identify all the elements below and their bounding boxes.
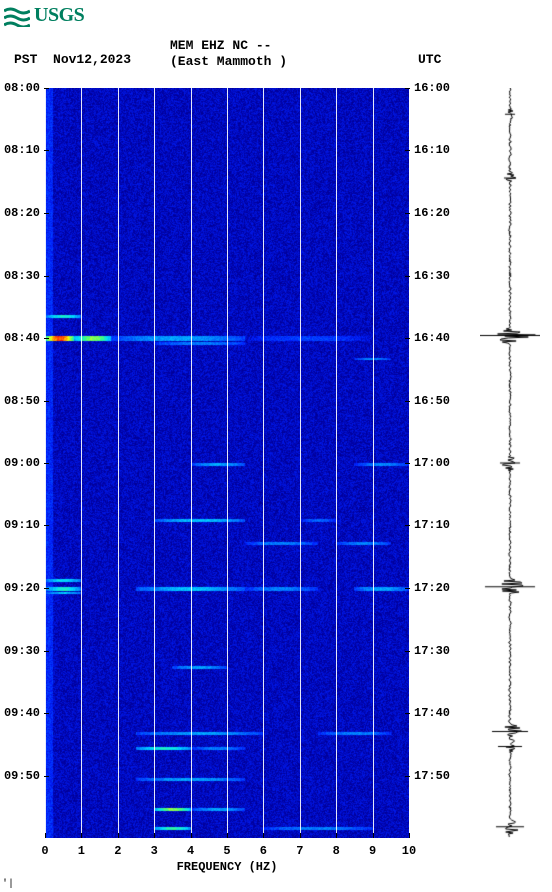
x-tick: 4 xyxy=(187,844,194,858)
y-left-tick: 09:50 xyxy=(4,769,40,783)
y-right-tick: 17:40 xyxy=(414,706,450,720)
y-right-tick: 17:10 xyxy=(414,518,450,532)
usgs-logo-text: USGS xyxy=(34,4,84,27)
spectrogram-plot xyxy=(45,88,409,838)
y-left-tick: 09:30 xyxy=(4,644,40,658)
corner-mark: '| xyxy=(2,879,14,890)
y-left-tick: 09:10 xyxy=(4,518,40,532)
y-left-tick: 08:30 xyxy=(4,269,40,283)
y-right-tick: 17:20 xyxy=(414,581,450,595)
usgs-wave-icon xyxy=(4,5,30,27)
y-right-tick: 17:30 xyxy=(414,644,450,658)
station-line-1: MEM EHZ NC -- xyxy=(170,38,287,54)
y-left-tick: 08:10 xyxy=(4,143,40,157)
seismogram-canvas xyxy=(480,88,540,838)
y-left-tick: 08:20 xyxy=(4,206,40,220)
y-left-tick: 09:20 xyxy=(4,581,40,595)
x-tick: 8 xyxy=(333,844,340,858)
y-left-tick: 08:40 xyxy=(4,331,40,345)
y-right-tick: 16:30 xyxy=(414,269,450,283)
spectrogram-canvas xyxy=(45,88,409,838)
y-left-tick: 09:40 xyxy=(4,706,40,720)
x-tick: 3 xyxy=(151,844,158,858)
x-tick: 7 xyxy=(296,844,303,858)
header-right: UTC xyxy=(418,52,441,67)
x-axis-label: FREQUENCY (HZ) xyxy=(177,860,278,874)
tz-left-label: PST xyxy=(14,52,37,67)
x-tick: 5 xyxy=(223,844,230,858)
date-label: Nov12,2023 xyxy=(53,52,131,67)
x-axis: 012345678910FREQUENCY (HZ) xyxy=(45,838,409,878)
y-right-tick: 16:40 xyxy=(414,331,450,345)
x-tick: 10 xyxy=(402,844,416,858)
y-right-tick: 16:20 xyxy=(414,206,450,220)
y-right-tick: 16:00 xyxy=(414,81,450,95)
header-left: PST Nov12,2023 xyxy=(14,52,131,67)
x-tick: 2 xyxy=(114,844,121,858)
x-tick: 6 xyxy=(260,844,267,858)
header-center: MEM EHZ NC -- (East Mammoth ) xyxy=(170,38,287,69)
usgs-logo: USGS xyxy=(4,4,84,27)
y-right-tick: 17:00 xyxy=(414,456,450,470)
x-tick: 0 xyxy=(41,844,48,858)
y-left-tick: 08:50 xyxy=(4,394,40,408)
station-line-2: (East Mammoth ) xyxy=(170,54,287,70)
y-axis-right: 16:0016:1016:2016:3016:4016:5017:0017:10… xyxy=(410,88,460,838)
y-right-tick: 17:50 xyxy=(414,769,450,783)
x-tick: 1 xyxy=(78,844,85,858)
x-tick: 9 xyxy=(369,844,376,858)
y-right-tick: 16:10 xyxy=(414,143,450,157)
y-left-tick: 08:00 xyxy=(4,81,40,95)
y-right-tick: 16:50 xyxy=(414,394,450,408)
y-axis-left: 08:0008:1008:2008:3008:4008:5009:0009:10… xyxy=(0,88,44,838)
y-left-tick: 09:00 xyxy=(4,456,40,470)
seismogram-trace xyxy=(480,88,540,838)
tz-right-label: UTC xyxy=(418,52,441,67)
